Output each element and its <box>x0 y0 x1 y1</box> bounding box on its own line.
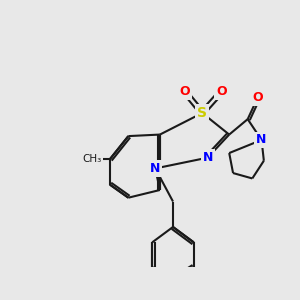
Text: O: O <box>252 91 263 104</box>
Text: N: N <box>202 151 213 164</box>
Text: S: S <box>197 106 207 120</box>
Text: N: N <box>256 134 267 146</box>
Text: CH₃: CH₃ <box>82 154 102 164</box>
Text: O: O <box>179 85 190 98</box>
Text: N: N <box>150 162 160 175</box>
Text: O: O <box>216 85 227 98</box>
